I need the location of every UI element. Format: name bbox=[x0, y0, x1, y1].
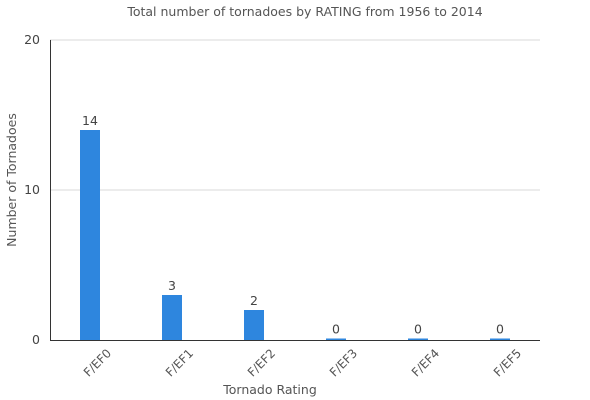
bar-f-ef4 bbox=[408, 338, 428, 340]
chart-title: Total number of tornadoes by RATING from… bbox=[126, 4, 482, 19]
x-tick-label: F/EF4 bbox=[409, 346, 442, 379]
data-label: 2 bbox=[250, 293, 258, 308]
x-tick-label: F/EF3 bbox=[327, 346, 360, 379]
bar-f-ef1 bbox=[162, 295, 182, 340]
data-label: 0 bbox=[496, 322, 504, 337]
y-tick-label: 0 bbox=[32, 332, 40, 347]
bars bbox=[80, 130, 510, 340]
y-axis-ticks: 0 10 20 bbox=[24, 32, 40, 347]
data-label: 0 bbox=[414, 322, 422, 337]
data-label: 3 bbox=[168, 278, 176, 293]
x-tick-label: F/EF0 bbox=[81, 346, 114, 379]
x-tick-label: F/EF2 bbox=[245, 346, 278, 379]
bar-f-ef5 bbox=[490, 338, 510, 340]
bar-f-ef3 bbox=[326, 338, 346, 340]
y-axis-title: Number of Tornadoes bbox=[4, 113, 19, 247]
gridlines bbox=[50, 39, 540, 191]
x-tick-label: F/EF5 bbox=[491, 346, 524, 379]
data-label: 0 bbox=[332, 322, 340, 337]
bar-f-ef0 bbox=[80, 130, 100, 340]
data-labels: 14 3 2 0 0 0 bbox=[82, 113, 504, 337]
bar-f-ef2 bbox=[244, 310, 264, 340]
y-tick-label: 20 bbox=[24, 32, 40, 47]
x-axis-ticks: F/EF0 F/EF1 F/EF2 F/EF3 F/EF4 F/EF5 bbox=[81, 346, 524, 379]
x-tick-label: F/EF1 bbox=[163, 346, 196, 379]
x-axis-title: Tornado Rating bbox=[222, 382, 317, 397]
y-tick-label: 10 bbox=[24, 182, 40, 197]
data-label: 14 bbox=[82, 113, 98, 128]
